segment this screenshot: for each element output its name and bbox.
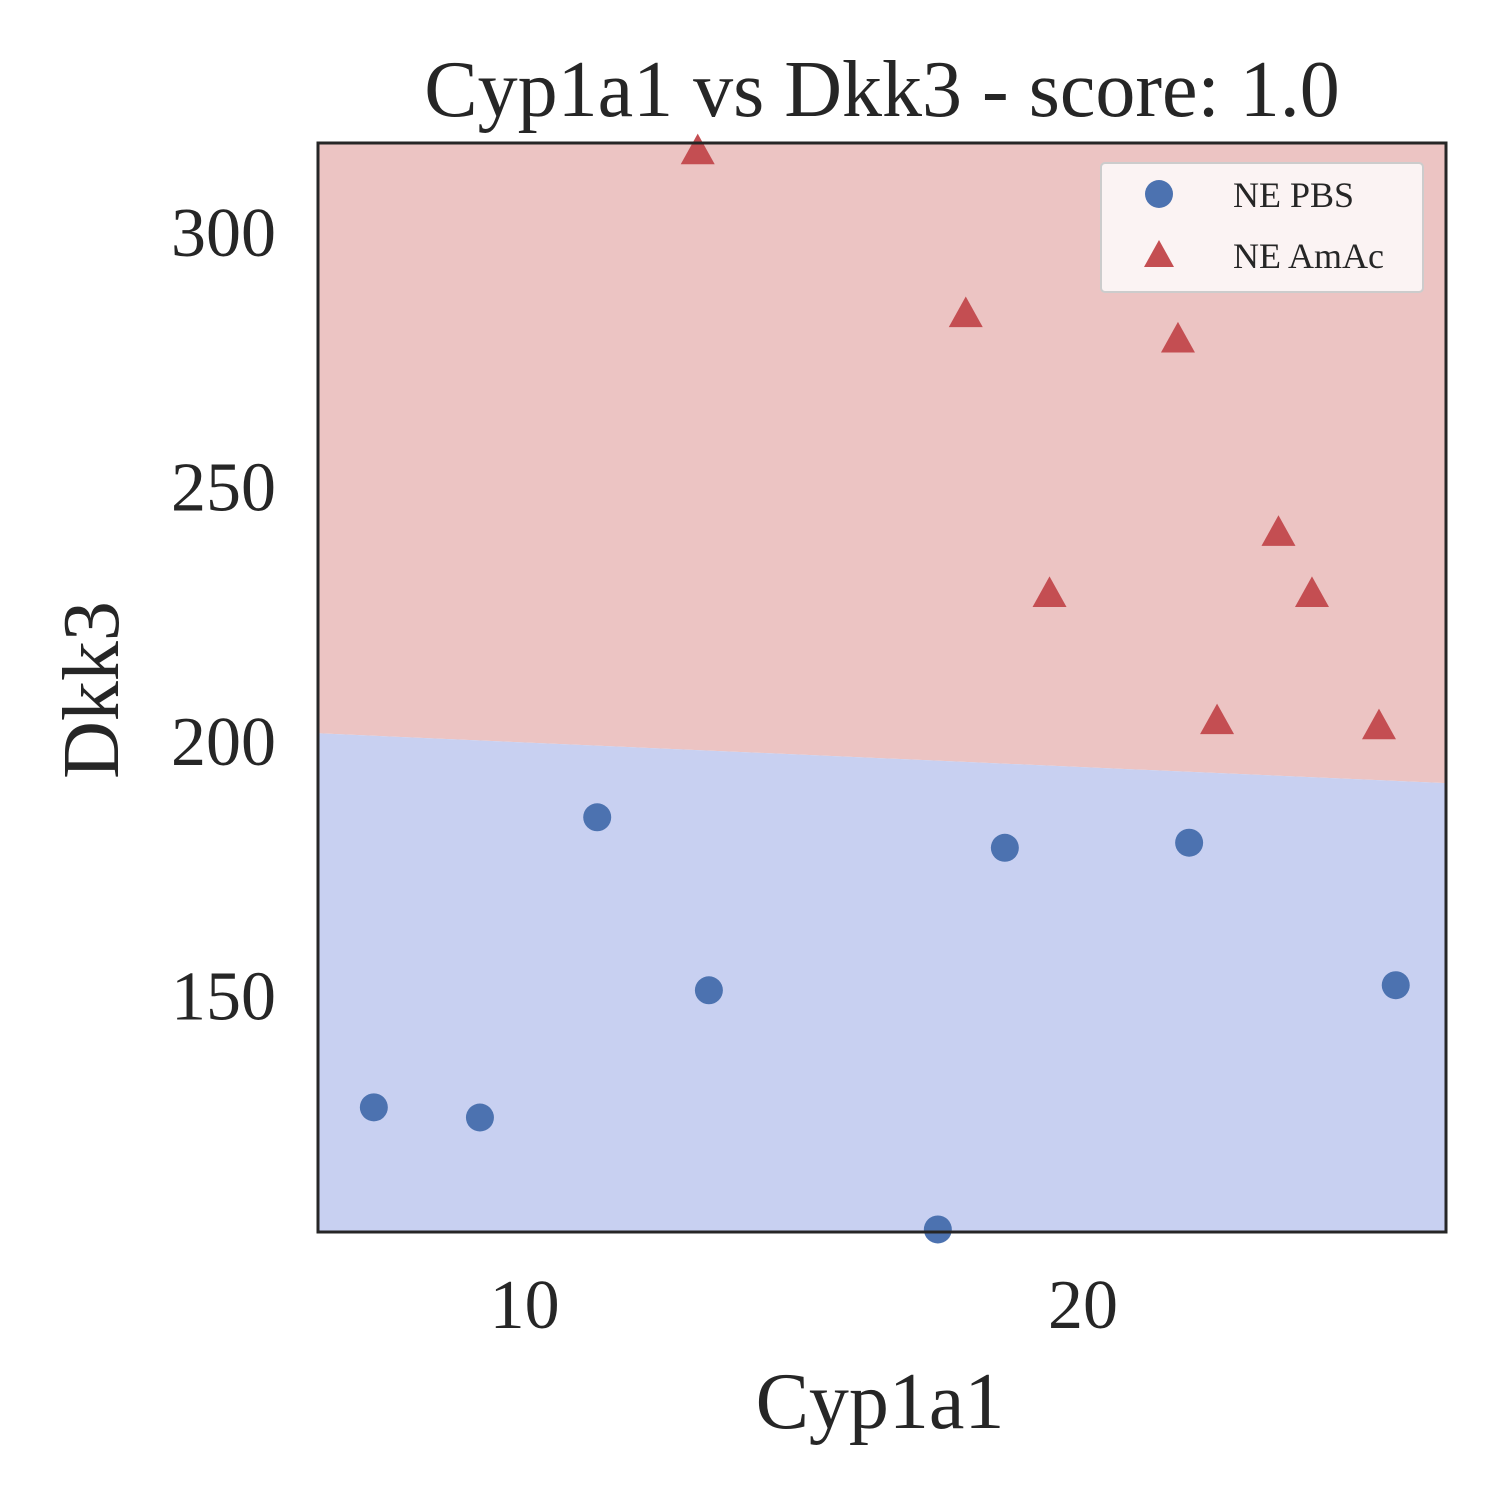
data-point-ne-amac xyxy=(1160,321,1195,353)
legend-label-ne-amac: NE AmAc xyxy=(1233,236,1384,276)
data-point-ne-amac xyxy=(948,296,983,328)
data-point-ne-pbs xyxy=(583,803,612,832)
region-ne-pbs xyxy=(318,733,1446,1232)
decision-regions xyxy=(318,143,1446,1232)
data-point-ne-amac xyxy=(680,133,715,165)
legend-circle-marker xyxy=(1145,180,1173,208)
y-tick-label: 300 xyxy=(171,195,276,272)
data-point-ne-pbs xyxy=(990,833,1019,862)
data-point-ne-pbs xyxy=(923,1215,952,1244)
data-points xyxy=(359,133,1410,1244)
data-point-ne-amac xyxy=(1032,576,1067,607)
data-point-ne-pbs xyxy=(694,976,723,1005)
y-tick-label: 250 xyxy=(171,449,276,526)
y-axis-ticks: 150 200 250 300 xyxy=(171,195,276,1035)
y-tick-label: 150 xyxy=(171,958,276,1035)
region-ne-amac xyxy=(318,143,1446,784)
data-point-ne-amac xyxy=(1294,576,1329,607)
y-tick-label: 200 xyxy=(171,704,276,781)
x-tick-label: 10 xyxy=(490,1267,560,1344)
legend-label-ne-pbs: NE PBS xyxy=(1233,175,1354,215)
data-point-ne-amac xyxy=(1361,708,1396,740)
data-point-ne-pbs xyxy=(1175,828,1204,857)
legend: NE PBS NE AmAc xyxy=(1100,162,1424,293)
x-tick-label: 20 xyxy=(1048,1267,1118,1344)
data-point-ne-pbs xyxy=(359,1093,388,1122)
plot-frame xyxy=(316,141,1448,1234)
data-point-ne-amac xyxy=(1261,515,1296,546)
legend-box xyxy=(1100,162,1424,293)
x-axis-label: Cyp1a1 xyxy=(756,1358,1005,1446)
x-axis-ticks: 10 20 xyxy=(490,1267,1118,1344)
legend-triangle-marker xyxy=(1144,240,1174,267)
y-axis-label: Dkk3 xyxy=(48,601,136,779)
data-point-ne-pbs xyxy=(465,1103,494,1132)
chart-title: Cyp1a1 vs Dkk3 - score: 1.0 xyxy=(424,46,1339,134)
data-point-ne-amac xyxy=(1200,703,1235,735)
data-point-ne-pbs xyxy=(1381,971,1410,1000)
